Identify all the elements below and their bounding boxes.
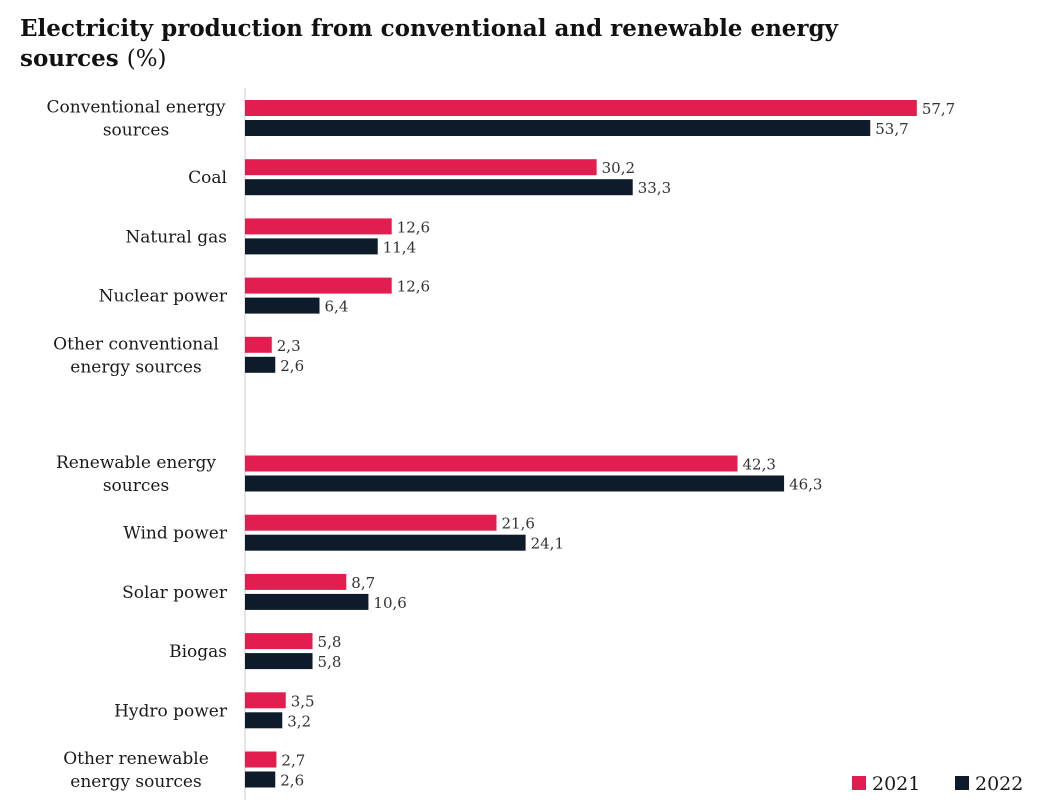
category-label-line: Hydro power (114, 701, 228, 721)
bar-2021 (245, 633, 313, 650)
data-label: 12,6 (397, 218, 430, 236)
data-label: 53,7 (875, 120, 908, 138)
chart-title-unit: (%) (126, 46, 167, 72)
data-label: 21,6 (501, 515, 534, 533)
data-label: 57,7 (922, 100, 955, 118)
category-label: Other renewable energy sources (63, 749, 209, 792)
category-label-line: Other conventional (53, 334, 219, 354)
data-label: 3,2 (287, 712, 311, 730)
category-label: Coal (188, 168, 227, 188)
category-label: Natural gas (125, 227, 227, 247)
chart-title: Electricity production from conventional… (20, 14, 920, 74)
data-label: 5,8 (318, 653, 342, 671)
bar-2022 (245, 238, 378, 255)
category-label-line: Biogas (169, 642, 227, 662)
bar-2021 (245, 455, 738, 472)
bar-2022 (245, 771, 276, 788)
category-label: Hydro power (114, 701, 228, 721)
bar-2021 (245, 159, 597, 176)
category-label-line: energy sources (70, 772, 201, 792)
bar-2022 (245, 712, 283, 729)
bar-2021 (245, 100, 917, 116)
bar-2021 (245, 218, 392, 235)
category-label-line: energy sources (70, 357, 201, 377)
category-label-line: Renewable energy (56, 453, 216, 473)
category-label-line: Nuclear power (99, 287, 228, 307)
bar-2022 (245, 297, 320, 314)
data-label: 12,6 (397, 278, 430, 296)
bar-2021 (245, 514, 497, 531)
data-label: 3,5 (291, 692, 315, 710)
category-label-line: Conventional energy (47, 98, 226, 118)
bar-2021 (245, 692, 286, 709)
legend-label: 2022 (975, 773, 1023, 795)
category-label-line: sources (103, 476, 169, 496)
bar-2022 (245, 534, 526, 551)
data-label: 2,3 (277, 337, 301, 355)
bar-2022 (245, 179, 633, 196)
category-label-line: Wind power (123, 524, 228, 544)
bar-2021 (245, 336, 272, 353)
bar-2022 (245, 120, 871, 136)
category-label-line: Solar power (122, 583, 228, 603)
bar-2021 (245, 573, 347, 590)
data-label: 8,7 (351, 574, 375, 592)
category-label-line: sources (103, 121, 169, 141)
data-label: 46,3 (789, 476, 822, 494)
category-label: Renewable energy sources (56, 453, 216, 496)
data-label: 6,4 (325, 298, 349, 316)
data-label: 33,3 (638, 179, 671, 197)
bar-2022 (245, 356, 276, 373)
category-label: Other conventional energy sources (53, 334, 219, 377)
category-label: Conventional energy sources (47, 98, 226, 141)
legend-swatch-2022 (955, 776, 969, 790)
category-label: Biogas (169, 642, 227, 662)
category-label-line: Coal (188, 168, 227, 188)
legend-swatch-2021 (852, 776, 866, 790)
bar-2021 (245, 277, 392, 294)
bar-2021 (245, 751, 277, 768)
data-label: 30,2 (602, 159, 635, 177)
data-label: 2,6 (280, 772, 304, 790)
legend-label: 2021 (872, 773, 920, 795)
chart-title-text: Electricity production from conventional… (20, 15, 838, 72)
bar-2022 (245, 475, 785, 492)
data-label: 2,7 (281, 752, 305, 770)
category-label-line: Other renewable (63, 749, 209, 769)
category-label: Nuclear power (99, 287, 228, 307)
category-label: Solar power (122, 583, 228, 603)
data-label: 42,3 (743, 456, 776, 474)
data-label: 11,4 (383, 238, 416, 256)
category-label-line: Natural gas (125, 227, 227, 247)
bar-2022 (245, 593, 369, 610)
data-label: 2,6 (280, 357, 304, 375)
bar-2022 (245, 653, 313, 670)
data-label: 24,1 (531, 535, 564, 553)
data-label: 10,6 (373, 594, 406, 612)
data-label: 5,8 (318, 633, 342, 651)
category-label: Wind power (123, 524, 228, 544)
